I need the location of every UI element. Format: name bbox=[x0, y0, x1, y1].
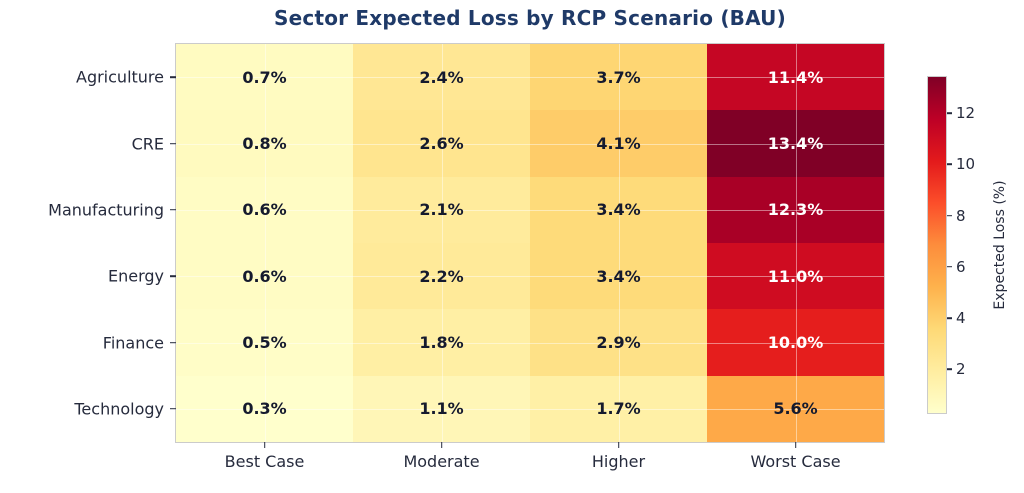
cell-value: 4.1% bbox=[596, 133, 641, 153]
cell-value: 2.2% bbox=[419, 266, 464, 286]
colorbar-tick-mark bbox=[947, 163, 952, 165]
y-tick-label: Technology bbox=[74, 399, 164, 419]
colorbar-tick-mark bbox=[947, 112, 952, 114]
cell-value: 3.4% bbox=[596, 200, 641, 220]
chart-title: Sector Expected Loss by RCP Scenario (BA… bbox=[274, 6, 786, 30]
colorbar-tick-mark bbox=[947, 266, 952, 268]
y-tick-mark bbox=[170, 275, 176, 277]
colorbar-tick-label: 10 bbox=[956, 155, 976, 174]
colorbar-tick-label: 2 bbox=[956, 360, 966, 379]
colorbar-tick-mark bbox=[947, 317, 952, 319]
heatmap-grid: 0.7% 2.4% 3.7% 11.4% 0.8% 2.6% 4.1% 13.4% 0.6% 2.… bbox=[175, 43, 885, 443]
cell-value: 0.3% bbox=[242, 399, 287, 419]
y-tick-label: Energy bbox=[107, 266, 164, 286]
colorbar-tick-label: 4 bbox=[956, 309, 966, 328]
y-tick-mark bbox=[170, 408, 176, 410]
y-tick-mark bbox=[170, 142, 176, 145]
cell-value: 0.5% bbox=[242, 332, 287, 352]
x-tick-label: Best Case bbox=[224, 452, 305, 471]
heatmap-cell: 0.3% bbox=[176, 375, 353, 442]
heatmap-cell: 2.2% bbox=[353, 243, 530, 310]
heatmap-cell: 2.9% bbox=[530, 309, 707, 376]
cell-value: 1.1% bbox=[419, 399, 464, 419]
x-tick-label: Moderate bbox=[403, 452, 480, 471]
heatmap-cell: 11.0% bbox=[707, 243, 884, 310]
y-tick-label: Finance bbox=[102, 333, 164, 352]
heatmap-cell: 10.0% bbox=[707, 309, 884, 376]
x-tick-mark bbox=[617, 442, 620, 448]
cell-value: 1.8% bbox=[419, 332, 464, 352]
cell-value: 1.7% bbox=[596, 399, 641, 419]
cell-value: 11.4% bbox=[767, 67, 824, 87]
colorbar-tick-mark bbox=[947, 368, 952, 371]
colorbar-axis-label: Expected Loss (%) bbox=[992, 180, 1008, 310]
colorbar-tick-label: 8 bbox=[956, 206, 966, 225]
cell-value: 0.7% bbox=[242, 67, 287, 87]
heatmap-cell: 12.3% bbox=[707, 176, 884, 243]
colorbar-tick-mark bbox=[947, 214, 952, 217]
cell-value: 11.0% bbox=[767, 266, 824, 286]
heatmap-cell: 0.7% bbox=[176, 44, 353, 111]
heatmap-cell: 5.6% bbox=[707, 375, 884, 442]
heatmap-cell: 0.5% bbox=[176, 309, 353, 376]
x-tick-mark bbox=[440, 442, 443, 448]
heatmap-cell: 0.8% bbox=[176, 110, 353, 177]
heatmap-cell: 1.1% bbox=[353, 375, 530, 442]
heatmap-cell: 1.8% bbox=[353, 309, 530, 376]
y-tick-label: Manufacturing bbox=[48, 200, 164, 220]
heatmap-cell: 2.1% bbox=[353, 176, 530, 243]
heatmap-cell: 3.4% bbox=[530, 243, 707, 310]
heatmap-cell: 1.7% bbox=[530, 375, 707, 442]
heatmap-cell: 2.6% bbox=[353, 110, 530, 177]
heatmap-cell: 3.4% bbox=[530, 176, 707, 243]
heatmap-cell: 13.4% bbox=[707, 110, 884, 177]
heatmap-cell: 11.4% bbox=[707, 44, 884, 111]
heatmap-cell: 4.1% bbox=[530, 110, 707, 177]
cell-value: 3.7% bbox=[596, 67, 641, 87]
cell-value: 13.4% bbox=[767, 133, 824, 153]
y-tick-mark bbox=[170, 209, 176, 211]
cell-value: 0.6% bbox=[242, 266, 287, 286]
cell-value: 0.6% bbox=[242, 200, 287, 220]
x-tick-label: Higher bbox=[591, 452, 646, 471]
y-tick-mark bbox=[170, 341, 176, 344]
cell-value: 0.8% bbox=[242, 133, 287, 153]
cell-value: 2.9% bbox=[596, 332, 641, 352]
x-tick-mark bbox=[263, 442, 266, 448]
colorbar-tick-label: 6 bbox=[956, 257, 966, 276]
cell-value: 10.0% bbox=[767, 332, 824, 352]
cell-value: 12.3% bbox=[767, 200, 824, 220]
cell-value: 2.6% bbox=[419, 133, 464, 153]
y-tick-mark bbox=[170, 76, 176, 78]
cell-value: 2.1% bbox=[419, 200, 464, 220]
colorbar bbox=[927, 76, 947, 414]
heatmap-cell: 0.6% bbox=[176, 243, 353, 310]
cell-value: 2.4% bbox=[419, 67, 464, 87]
y-tick-label: CRE bbox=[131, 134, 164, 153]
heatmap-cell: 0.6% bbox=[176, 176, 353, 243]
x-tick-mark bbox=[794, 442, 797, 448]
heatmap-cell: 2.4% bbox=[353, 44, 530, 111]
cell-value: 5.6% bbox=[773, 399, 818, 419]
y-tick-label: Agriculture bbox=[76, 67, 164, 87]
heatmap-cell: 3.7% bbox=[530, 44, 707, 111]
x-tick-label: Worst Case bbox=[750, 452, 841, 471]
colorbar-tick-label: 12 bbox=[956, 103, 976, 122]
cell-value: 3.4% bbox=[596, 266, 641, 286]
